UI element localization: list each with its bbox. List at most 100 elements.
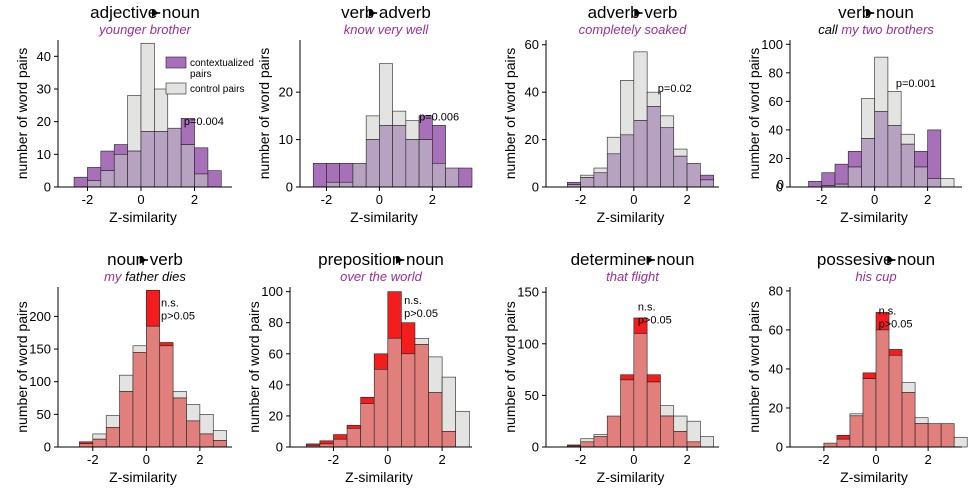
bar-overlap-6 <box>646 381 661 448</box>
y-axis-label: number of word pairs <box>256 48 272 180</box>
y-tick-label: 40 <box>769 361 783 376</box>
bar-overlap-7 <box>167 127 182 188</box>
bar-contextualized-3 <box>847 151 862 168</box>
title-pos-b: noun <box>162 3 200 22</box>
y-axis-label: number of word pairs <box>746 48 762 180</box>
bar-overlap-1 <box>580 177 595 188</box>
panel-title: adverb verb <box>588 3 678 22</box>
bar-overlap-5 <box>633 333 648 448</box>
bar-contextualized-9 <box>432 125 446 164</box>
y-tick-label: 20 <box>525 132 539 147</box>
subtitle-text: younger brother <box>98 22 191 37</box>
x-tick-label: 0 <box>872 452 879 467</box>
x-tick-label: -2 <box>328 452 340 467</box>
y-tick-label: 10 <box>37 147 51 162</box>
title-pos-a: possesive <box>817 250 893 269</box>
bar-overlap-2 <box>105 427 120 448</box>
bar-overlap-6 <box>159 345 174 448</box>
x-tick-label: 0 <box>871 192 878 207</box>
y-tick-label: 40 <box>269 377 283 392</box>
y-tick-label: 150 <box>517 285 539 300</box>
bar-contextualized-4 <box>862 372 877 380</box>
x-axis-label: Z-similarity <box>840 209 908 225</box>
bar-overlap-3 <box>847 166 862 188</box>
p-value-label: p=0.004 <box>184 116 224 128</box>
x-tick-label: 2 <box>683 452 690 467</box>
panel-title: noun verb <box>107 250 183 269</box>
bar-overlap-1 <box>87 180 102 188</box>
y-tick-label: 100 <box>761 37 783 52</box>
bar-contextualized-6 <box>159 342 174 347</box>
title-arrow-icon <box>634 9 642 17</box>
bar-contextualized-0 <box>566 181 581 185</box>
y-axis-label: number of word pairs <box>746 301 762 433</box>
bar-contextualized-3 <box>346 424 361 429</box>
bar-overlap-10 <box>212 440 227 448</box>
bar-control-10 <box>212 430 227 441</box>
y-axis-label: number of word pairs <box>14 301 30 433</box>
title-pos-b: noun <box>876 3 914 22</box>
y-tick-label: 100 <box>517 336 539 351</box>
bar-overlap-4 <box>620 134 635 188</box>
title-arrow-icon <box>368 9 376 17</box>
bar-overlap-10 <box>441 431 457 448</box>
panel-title: determiner noun <box>571 250 695 269</box>
bar-overlap-6 <box>646 106 661 188</box>
bar-overlap-9 <box>686 441 701 448</box>
subtitle-text: over the world <box>340 269 422 284</box>
bar-overlap-7 <box>401 353 416 448</box>
title-arrow-icon <box>139 256 147 264</box>
bar-overlap-10 <box>700 179 714 188</box>
y-tick-label: 60 <box>769 322 783 337</box>
title-pos-b: noun <box>406 250 444 269</box>
bar-control-10 <box>940 178 955 188</box>
bar-overlap-9 <box>686 162 701 188</box>
legend-label-contextualized-line1: contextualized <box>190 58 254 69</box>
y-axis-label: number of word pairs <box>246 301 262 433</box>
bar-contextualized-5 <box>373 353 389 370</box>
x-axis-label: Z-similarity <box>350 209 418 225</box>
y-tick-label: 60 <box>769 94 783 109</box>
y-tick-label: 0 <box>776 440 783 455</box>
bar-contextualized-10 <box>700 174 714 181</box>
bar-overlap-5 <box>633 120 648 188</box>
panel-title: possesive noun <box>817 250 935 269</box>
y-tick-label: 20 <box>269 408 283 423</box>
title-pos-b: noun <box>657 250 695 269</box>
bar-overlap-3 <box>113 154 128 188</box>
bar-overlap-9 <box>432 162 446 188</box>
title-arrow-icon <box>887 256 895 264</box>
bar-contextualized-5 <box>146 289 161 327</box>
bar-contextualized-4 <box>620 374 635 381</box>
subtitle-text: know very well <box>344 22 430 37</box>
bar-control-2 <box>105 415 120 428</box>
panel-subtitle: younger brother <box>98 22 191 37</box>
p-value-label: p=0.001 <box>896 78 936 90</box>
title-pos-b: verb <box>644 3 677 22</box>
y-axis-label: number of word pairs <box>14 48 30 180</box>
bar-overlap-4 <box>127 150 142 188</box>
bar-control-4 <box>861 98 875 139</box>
y-tick-label: 200 <box>29 309 51 324</box>
bar-control-7 <box>405 120 420 140</box>
bar-control-10 <box>700 436 714 448</box>
bar-control-5 <box>140 42 155 132</box>
panel-title: verb adverb <box>341 3 431 22</box>
bar-overlap-5 <box>146 325 161 448</box>
bar-overlap-4 <box>861 138 875 188</box>
x-axis-label: Z-similarity <box>109 469 177 485</box>
p-value-label: p>0.05 <box>161 311 195 323</box>
bar-overlap-1 <box>580 441 595 448</box>
x-tick-label: -2 <box>575 452 587 467</box>
chart-panel-noun-verb: -2 0 2 0 50 100 150 200 Z-similarity number of wo… <box>14 250 232 485</box>
x-tick-label: 0 <box>384 452 391 467</box>
bar-control-1 <box>580 174 595 178</box>
bar-overlap-6 <box>888 354 903 448</box>
bar-contextualized-1 <box>319 440 334 445</box>
legend-swatch-control <box>165 82 187 95</box>
title-pos-a: verb <box>341 3 374 22</box>
bar-contextualized-6 <box>888 349 903 356</box>
